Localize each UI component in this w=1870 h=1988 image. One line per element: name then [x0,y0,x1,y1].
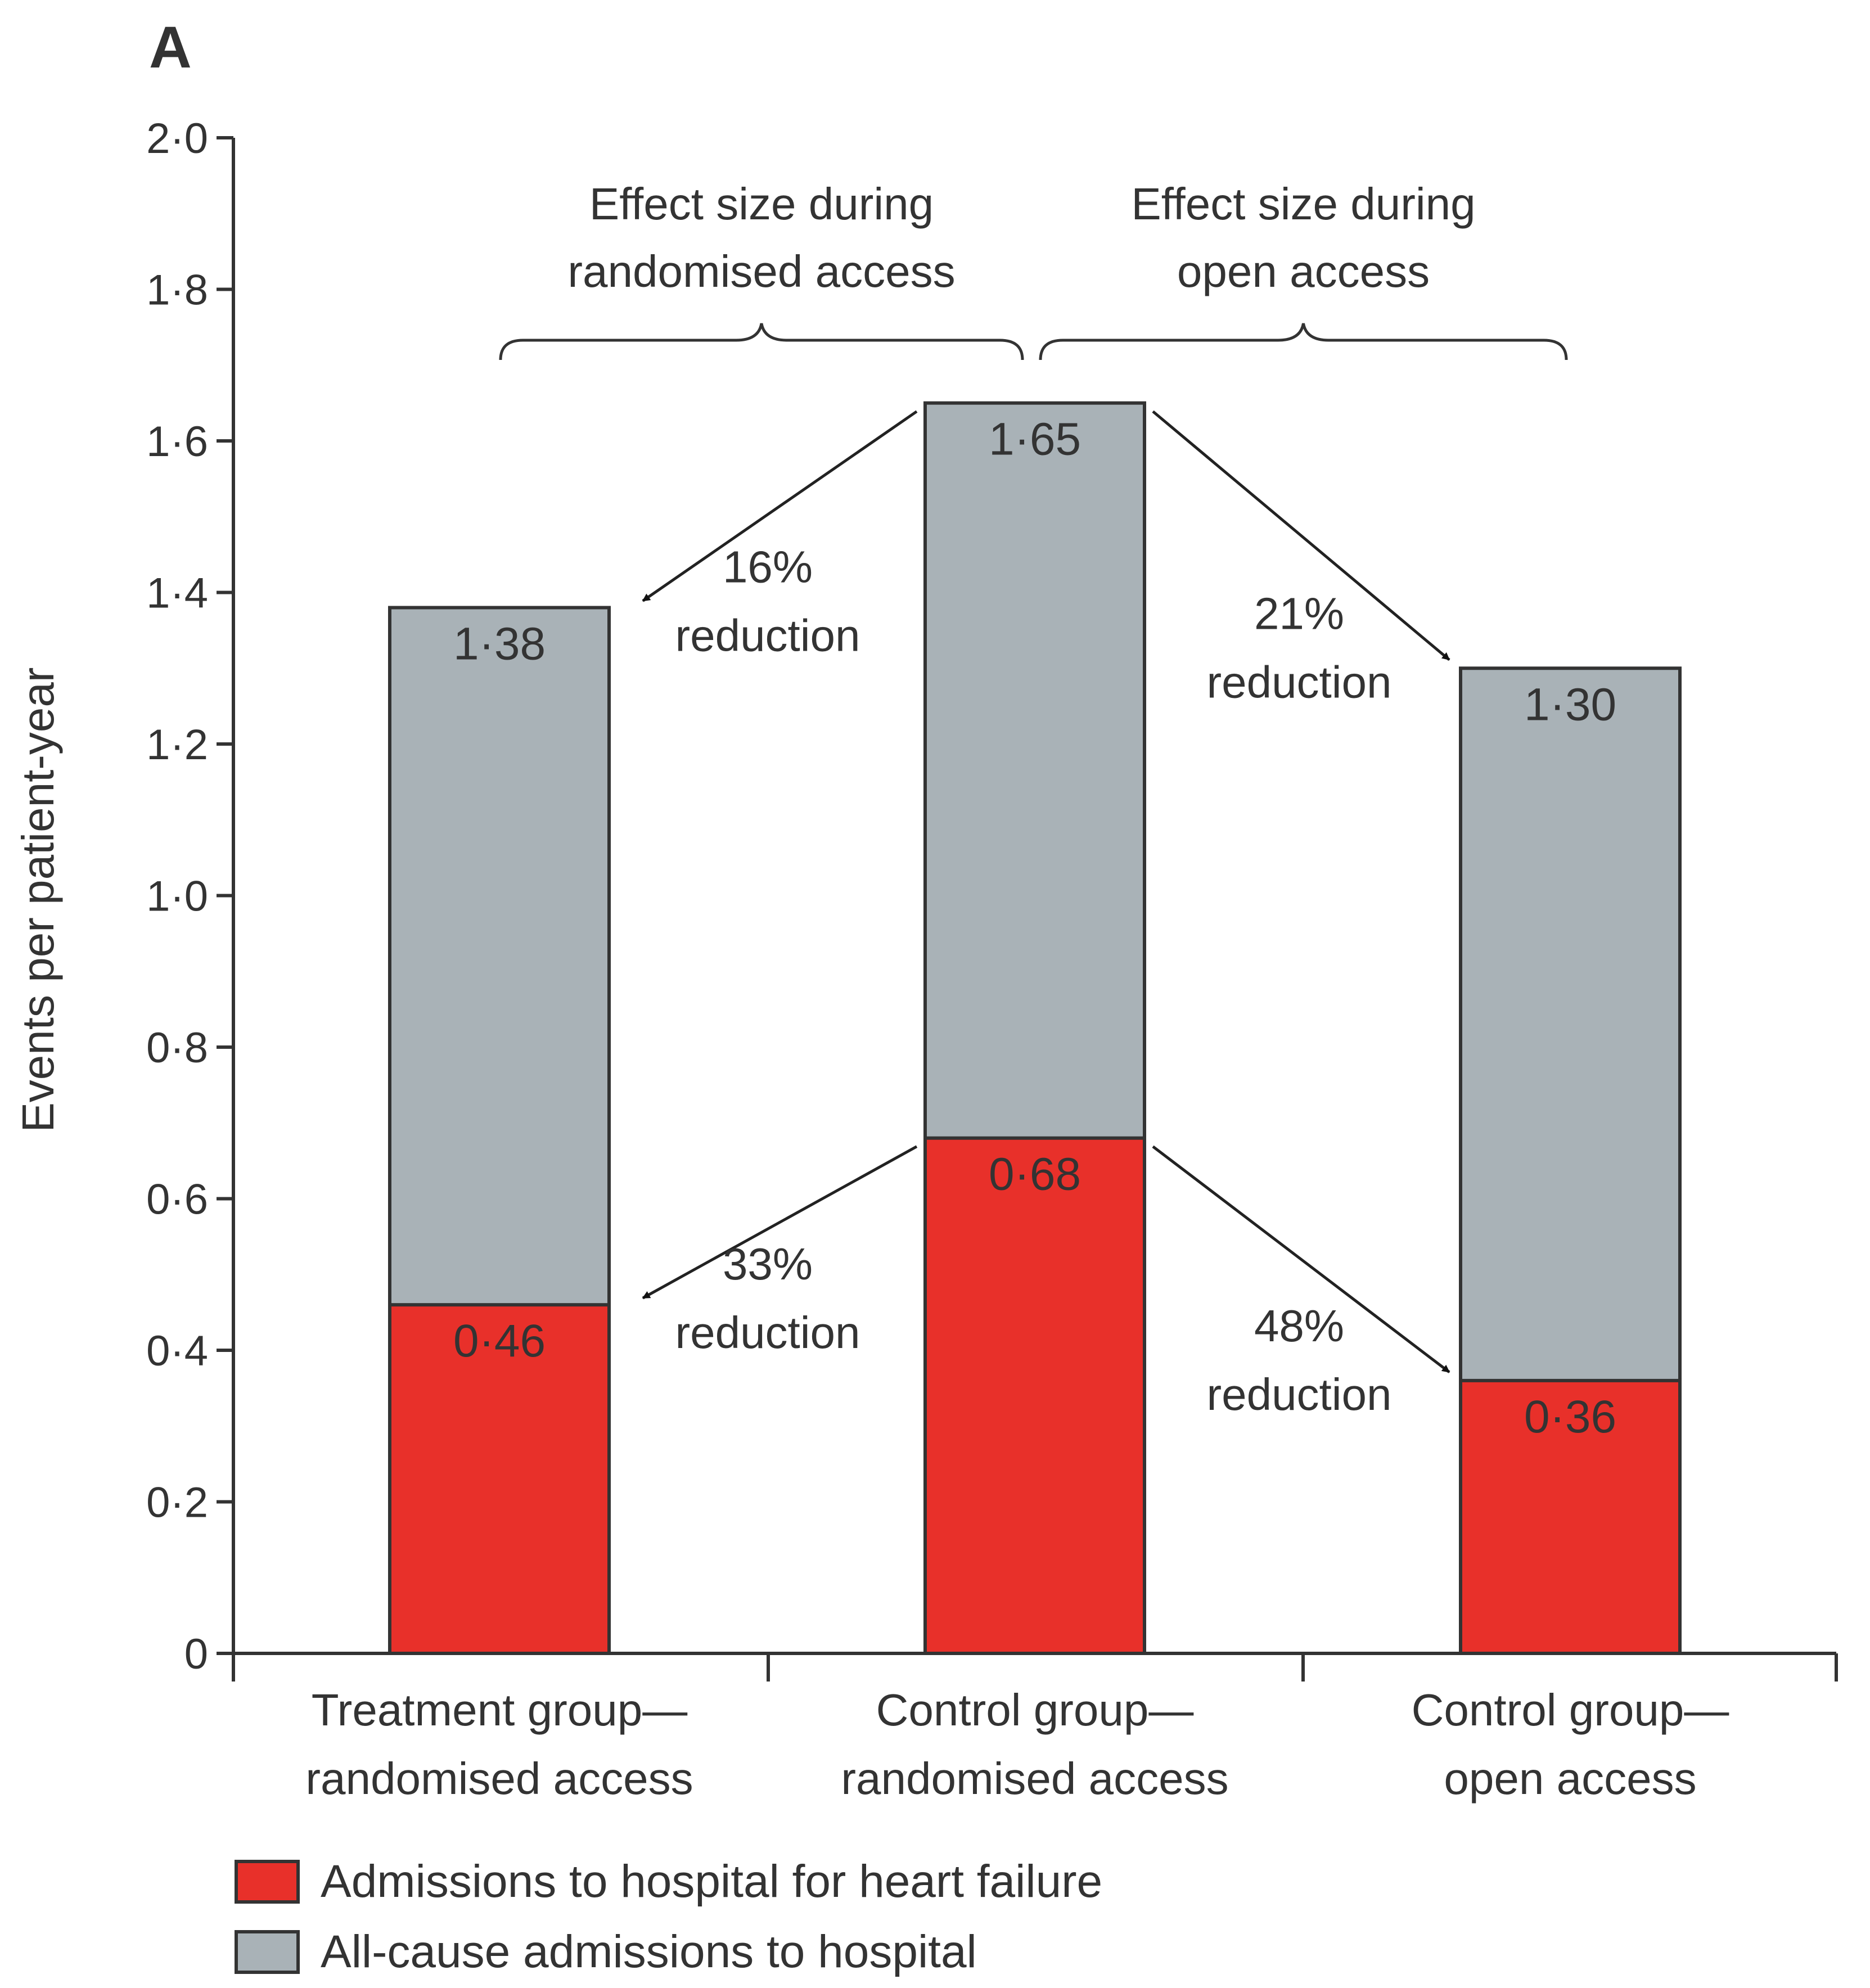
panel-label: A [149,15,192,80]
annotations: 16% reduction 21% reduction 33% reduction 48% r… [642,410,1450,1419]
y-tick-label: 1·6 [146,418,208,466]
x-category-label-line2: randomised access [305,1753,693,1804]
y-tick-label: 1·2 [146,721,208,769]
reduction-text: reduction [675,610,860,660]
y-axis-label: Events per patient-year [13,667,63,1132]
reduction-arrow [1152,1145,1450,1373]
y-tick-label: 0·4 [146,1327,208,1375]
data-label-allcause: 1·30 [1524,679,1616,730]
y-tick-label: 0 [184,1630,208,1678]
bar-heart-failure [923,1136,1146,1655]
legend-label: Admissions to hospital for heart failure [321,1856,1102,1907]
bar-heart-failure [1459,1378,1682,1655]
reduction-text: reduction [1206,1369,1391,1419]
reduction-arrow [642,1145,918,1300]
reduction-text: reduction [1206,657,1391,707]
effect-brace [499,323,1024,360]
reduction-percent: 21% [1254,588,1344,638]
data-label-allcause: 1·65 [989,414,1081,465]
bars: 1·38 0·46 1·65 0·68 1·30 0·36 [388,401,1682,1655]
x-category-label-line1: Treatment group— [312,1685,687,1735]
axes: 0 0·2 0·4 0·6 0·8 1·0 1·2 1·4 1·6 1·8 2·0 [146,115,1838,1682]
y-tick-label: 1·8 [146,267,208,314]
data-label-heart-failure: 0·46 [453,1315,546,1367]
x-category-label-line2: open access [1444,1753,1696,1804]
reduction-percent: 16% [723,542,813,592]
y-tick-label: 0·6 [146,1176,208,1224]
brace-label-line1: Effect size during [1131,179,1475,229]
bar-heart-failure [388,1303,611,1655]
y-tick-label: 2·0 [146,115,208,163]
y-tick-label: 0·8 [146,1024,208,1072]
x-category-label-line1: Control group— [1412,1685,1729,1735]
data-label-allcause: 1·38 [453,618,546,669]
reduction-text: reduction [675,1308,860,1358]
legend-swatch [235,1860,300,1904]
reduction-percent: 48% [1254,1301,1344,1351]
y-tick-label: 1·0 [146,873,208,921]
brace-label-line1: Effect size during [589,179,934,229]
effect-brace [1039,323,1568,360]
x-category-label-line2: randomised access [841,1753,1228,1804]
brace-label-line2: open access [1177,246,1430,296]
x-category-label-line1: Control group— [876,1685,1194,1735]
braces: Effect size during randomised access Effec… [499,179,1568,360]
reduction-percent: 33% [723,1239,813,1289]
data-label-heart-failure: 0·36 [1524,1391,1616,1442]
x-axis-labels: Treatment group— randomised access Control… [305,1685,1729,1804]
y-tick-label: 0·2 [146,1479,208,1527]
data-label-heart-failure: 0·68 [989,1149,1081,1200]
y-tick-label: 1·4 [146,570,208,617]
legend-swatch [235,1930,300,1974]
legend: Admissions to hospital for heart failure… [235,1856,1102,1977]
legend-label: All-cause admissions to hospital [321,1926,977,1977]
brace-label-line2: randomised access [567,246,955,296]
reduction-arrow [1152,410,1450,661]
reduction-arrow [642,410,918,602]
